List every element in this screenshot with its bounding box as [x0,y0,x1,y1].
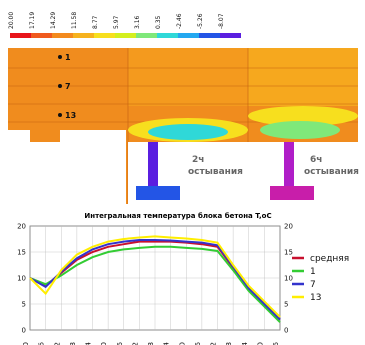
x-tick-label: 24 [85,341,93,345]
y-tick-label-left: 5 [22,301,26,309]
scale-swatch [31,33,52,38]
point-7-label: 7 [65,82,71,91]
line-chart: 0 0 5 5 10 10 15 15 20 20 0 6 12 18 24 30 36 42 48 54 60 66 72… [17,223,349,345]
y-tick-label-right: 0 [284,327,288,335]
right-steel-flange [270,186,314,200]
x-tick-label: 0 [22,342,30,345]
point-13-label: 13 [65,111,76,120]
x-tick-label: 42 [131,342,139,345]
scale-swatch [199,33,220,38]
right-cold-zone [260,121,340,139]
scale-swatch [136,33,157,38]
legend-label: средняя [310,254,349,264]
scale-swatch [73,33,94,38]
scale-label: 17.19 [29,12,36,29]
scale-label: 20.00 [8,12,15,29]
temperature-field: 1 7 13 66ч обогрева 2ч остывания 6ч осты… [8,48,359,204]
legend-label: 13 [310,293,321,303]
scale-swatch [178,33,199,38]
x-tick-label: 6 [38,341,46,345]
x-tick-label: 48 [147,342,155,345]
y-tick-label-right: 15 [284,249,293,257]
x-tick-label: 30 [100,342,108,345]
x-tick-label: 72 [210,342,218,345]
y-tick-label-right: 10 [284,275,293,283]
legend-label: 7 [310,280,316,290]
scale-label: -5.26 [197,13,204,29]
middle-steel-flange [136,186,180,200]
x-tick-label: 18 [69,342,77,345]
x-tick-label: 96 [272,341,280,345]
scale-swatch [10,33,31,38]
x-tick-label: 54 [163,341,171,345]
x-tick-label: 36 [116,341,124,345]
scale-label: 0.35 [155,15,162,29]
panel-3-line2: остывания [304,167,359,177]
cavity-left-notch-2 [60,130,126,144]
field-mid-zone [128,48,248,106]
x-tick-label: 60 [178,342,186,345]
panel-2-line1: 2ч [192,155,204,165]
x-tick-label: 84 [241,341,249,345]
color-scale: 20.00 17.19 14.29 11.58 8.77 5.97 3.16 0.35 -2.4… [8,12,241,38]
right-steel-web [284,142,294,188]
scale-label: 3.16 [134,15,141,29]
cavity-left-notch [8,130,30,144]
scale-label: -2.46 [176,13,183,29]
x-tick-label: 90 [256,342,264,345]
scale-label: 11.58 [71,12,78,29]
y-tick-label-left: 10 [17,275,26,283]
point-7-marker [58,84,62,88]
middle-cold-zone [148,124,228,140]
field-warm-zone [248,48,358,106]
point-1-marker [58,55,62,59]
series-line [29,235,281,318]
panel-1-line2: обогрева [20,170,68,181]
point-1-label: 1 [65,53,71,62]
scale-label: -8.07 [218,13,225,29]
series-line [29,239,281,321]
scale-swatch [157,33,178,38]
scale-label: 8.77 [92,15,99,29]
middle-steel-web [148,142,158,188]
chart-title: Интегральная температура блока бетона T,… [84,212,271,220]
cavity-left [8,142,126,204]
x-tick-label: 78 [225,342,233,345]
scale-label: 5.97 [113,15,120,29]
scale-swatch [94,33,115,38]
panel-2-line2: остывания [188,167,243,177]
scale-label: 14.29 [50,12,57,29]
y-tick-label-left: 15 [17,249,26,257]
y-tick-label-left: 20 [17,223,26,231]
x-tick-label: 12 [53,342,61,345]
right-cooling-zone [248,106,358,126]
x-tick-label: 66 [194,341,202,345]
scale-swatch [220,33,241,38]
scale-swatch [52,33,73,38]
panel-1-line1: 66ч [20,159,39,169]
panel-3-line1: 6ч [310,155,322,165]
legend-label: 1 [310,267,316,277]
y-tick-label-left: 0 [22,327,26,335]
series-line [29,245,281,323]
point-13-marker [58,113,62,117]
scale-swatch [115,33,136,38]
y-tick-label-right: 20 [284,223,293,231]
y-tick-label-right: 5 [284,301,288,309]
